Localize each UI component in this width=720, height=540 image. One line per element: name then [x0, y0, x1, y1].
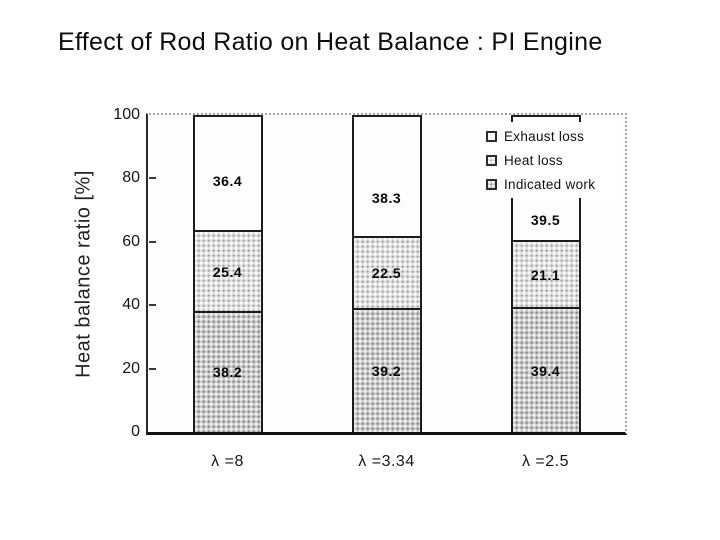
bar-segment-heat-loss: 25.4	[194, 230, 261, 311]
chart-title: Effect of Rod Ratio on Heat Balance : PI…	[58, 28, 603, 56]
bar-value-label: 39.2	[371, 362, 402, 379]
bar-segment-exhaust-loss: 36.4	[194, 115, 261, 231]
bar-value-label: 21.1	[530, 266, 561, 283]
y-tick-mark	[149, 367, 156, 370]
legend-item: Exhaust loss	[486, 124, 613, 148]
legend-swatch-indicated-work	[486, 178, 497, 190]
bar: 38.3 22.5 39.2	[351, 115, 422, 432]
legend-item: Heat loss	[486, 148, 613, 172]
bar-segment-exhaust-loss: 38.3	[353, 115, 420, 237]
bar: 36.4 25.4 38.2	[192, 115, 263, 432]
bar-value-label: 36.4	[212, 172, 243, 189]
y-tick-mark	[149, 177, 156, 180]
x-category-label: λ =8	[211, 453, 244, 470]
legend-swatch-heat-loss	[486, 154, 497, 166]
bar-value-label: 38.2	[212, 364, 243, 381]
bar-value-label: 22.5	[371, 265, 402, 282]
y-tick-label: 60	[122, 232, 140, 250]
bar-segment-indicated-work: 39.2	[353, 307, 420, 432]
y-tick-label: 80	[122, 169, 140, 187]
y-tick-mark	[149, 240, 156, 243]
legend-label: Indicated work	[504, 176, 596, 192]
y-tick-mark	[149, 304, 156, 307]
bar-segment-heat-loss: 21.1	[512, 240, 579, 308]
bar-segment-indicated-work: 39.4	[512, 307, 579, 432]
bar-segment-heat-loss: 22.5	[353, 236, 420, 308]
legend-swatch-exhaust-loss	[486, 130, 497, 142]
bar-value-label: 38.3	[371, 189, 402, 206]
x-category-label: λ =3.34	[358, 453, 415, 470]
legend: Exhaust loss Heat loss Indicated work	[481, 122, 613, 198]
legend-label: Exhaust loss	[504, 128, 585, 144]
y-axis-title: Heat balance ratio [%]	[72, 170, 95, 378]
bar-value-label: 39.4	[530, 362, 561, 379]
y-tick-label: 20	[122, 359, 140, 377]
legend-item: Indicated work	[486, 172, 613, 196]
bar-segment-indicated-work: 38.2	[194, 310, 261, 432]
bar-value-label: 25.4	[212, 263, 243, 280]
y-tick-label: 100	[113, 106, 140, 123]
x-category-label: λ =2.5	[521, 453, 570, 470]
legend-label: Heat loss	[504, 152, 563, 168]
bar-value-label: 39.5	[530, 211, 561, 228]
y-tick-label: 0	[131, 423, 140, 440]
y-tick-label: 40	[122, 296, 140, 314]
